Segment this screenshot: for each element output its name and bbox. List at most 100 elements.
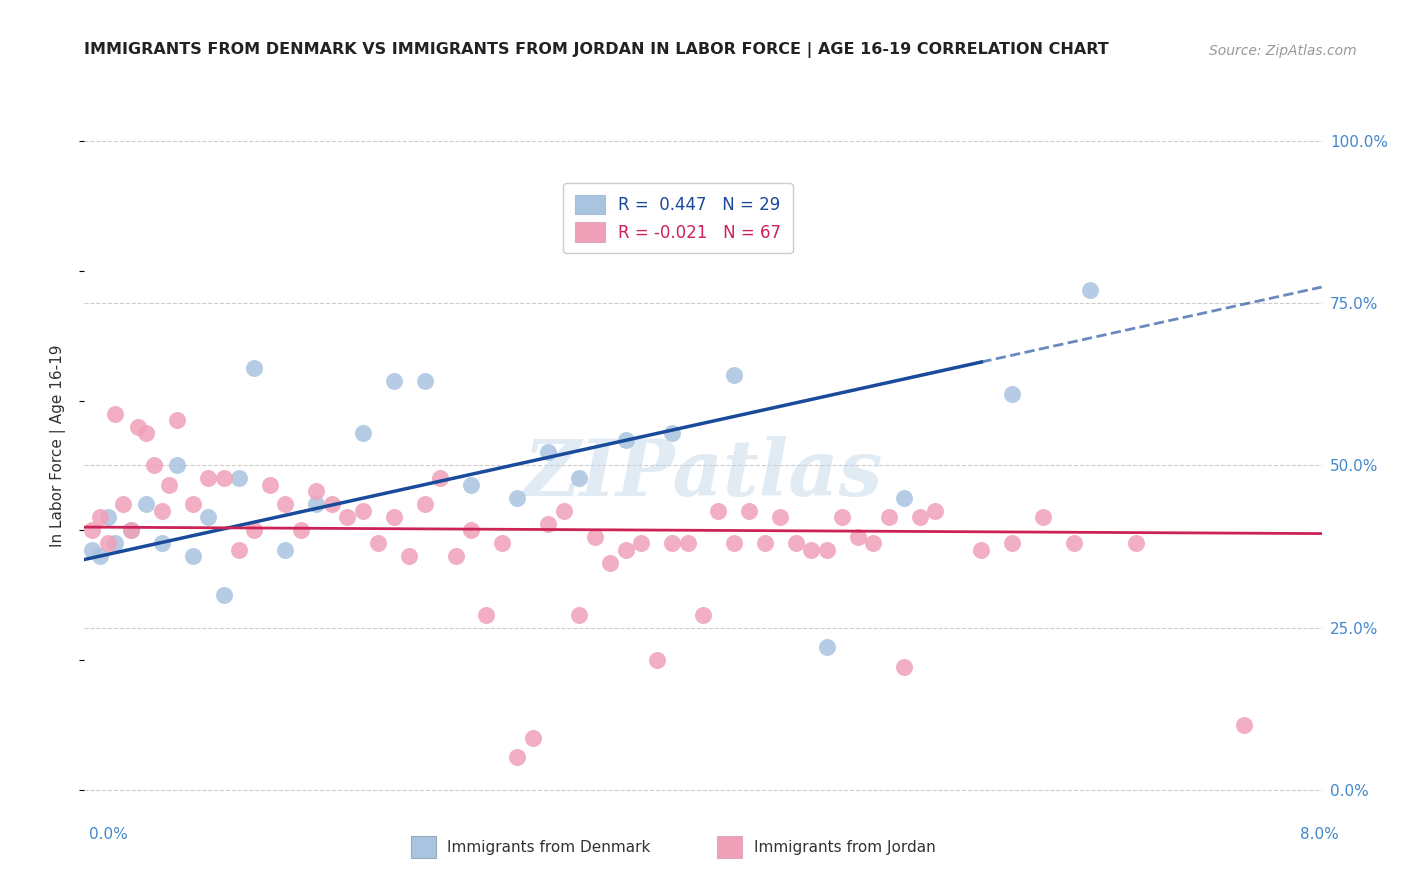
Point bbox=[352, 425, 374, 440]
Point bbox=[661, 536, 683, 550]
Point bbox=[290, 524, 312, 538]
Point bbox=[862, 536, 884, 550]
Point bbox=[212, 588, 235, 602]
Text: Immigrants from Jordan: Immigrants from Jordan bbox=[754, 840, 935, 855]
Point bbox=[367, 536, 389, 550]
Point bbox=[1063, 536, 1085, 550]
Point bbox=[120, 524, 142, 538]
Point bbox=[104, 407, 127, 421]
Point bbox=[537, 445, 560, 459]
Point bbox=[305, 497, 328, 511]
Point bbox=[491, 536, 513, 550]
Point bbox=[382, 374, 405, 388]
Point bbox=[274, 542, 297, 557]
Point bbox=[506, 750, 529, 764]
Point bbox=[228, 542, 250, 557]
Point bbox=[150, 536, 173, 550]
Point bbox=[82, 524, 104, 538]
Point bbox=[553, 504, 575, 518]
Point bbox=[1032, 510, 1054, 524]
Point bbox=[614, 433, 637, 447]
Point bbox=[305, 484, 328, 499]
Point bbox=[815, 542, 838, 557]
Point bbox=[150, 504, 173, 518]
Point bbox=[336, 510, 359, 524]
Point bbox=[924, 504, 946, 518]
Point bbox=[630, 536, 652, 550]
Point bbox=[143, 458, 166, 473]
Point bbox=[769, 510, 792, 524]
Point bbox=[89, 549, 111, 564]
Point bbox=[181, 497, 204, 511]
Point bbox=[645, 653, 668, 667]
Point bbox=[568, 607, 591, 622]
Legend: R =  0.447   N = 29, R = -0.021   N = 67: R = 0.447 N = 29, R = -0.021 N = 67 bbox=[562, 183, 793, 253]
Point bbox=[212, 471, 235, 485]
Point bbox=[166, 458, 188, 473]
Point bbox=[614, 542, 637, 557]
Y-axis label: In Labor Force | Age 16-19: In Labor Force | Age 16-19 bbox=[49, 344, 66, 548]
Point bbox=[135, 425, 157, 440]
Point bbox=[460, 478, 482, 492]
Point bbox=[831, 510, 853, 524]
Point bbox=[460, 524, 482, 538]
Point bbox=[274, 497, 297, 511]
Point bbox=[1125, 536, 1147, 550]
Point bbox=[120, 524, 142, 538]
Point bbox=[413, 374, 436, 388]
Point bbox=[908, 510, 931, 524]
Point bbox=[877, 510, 900, 524]
Point bbox=[135, 497, 157, 511]
Point bbox=[846, 530, 869, 544]
Point bbox=[506, 491, 529, 505]
Point bbox=[104, 536, 127, 550]
Point bbox=[707, 504, 730, 518]
Point bbox=[583, 530, 606, 544]
Point bbox=[228, 471, 250, 485]
Point bbox=[723, 536, 745, 550]
Point bbox=[197, 471, 219, 485]
Point bbox=[893, 491, 915, 505]
Text: Immigrants from Denmark: Immigrants from Denmark bbox=[447, 840, 651, 855]
Point bbox=[1001, 536, 1024, 550]
Point bbox=[243, 361, 266, 376]
Point bbox=[321, 497, 343, 511]
Point bbox=[82, 542, 104, 557]
Point bbox=[522, 731, 544, 745]
Point bbox=[692, 607, 714, 622]
Text: ZIPatlas: ZIPatlas bbox=[523, 436, 883, 513]
Point bbox=[785, 536, 807, 550]
Point bbox=[112, 497, 135, 511]
Point bbox=[661, 425, 683, 440]
Text: Source: ZipAtlas.com: Source: ZipAtlas.com bbox=[1209, 44, 1357, 58]
Point bbox=[1078, 283, 1101, 297]
Point bbox=[128, 419, 150, 434]
Point bbox=[568, 471, 591, 485]
Point bbox=[444, 549, 467, 564]
Point bbox=[398, 549, 420, 564]
Point bbox=[259, 478, 281, 492]
Point bbox=[429, 471, 451, 485]
Point bbox=[382, 510, 405, 524]
Point bbox=[181, 549, 204, 564]
Point bbox=[197, 510, 219, 524]
Point bbox=[754, 536, 776, 550]
Point bbox=[723, 368, 745, 382]
Point bbox=[413, 497, 436, 511]
Text: 0.0%: 0.0% bbox=[89, 827, 128, 842]
Point bbox=[475, 607, 498, 622]
Point bbox=[166, 413, 188, 427]
Point bbox=[243, 524, 266, 538]
Point bbox=[1233, 718, 1256, 732]
Point bbox=[800, 542, 823, 557]
Text: 8.0%: 8.0% bbox=[1299, 827, 1339, 842]
Point bbox=[676, 536, 699, 550]
Point bbox=[599, 556, 621, 570]
Point bbox=[1001, 387, 1024, 401]
Point bbox=[89, 510, 111, 524]
Point bbox=[537, 516, 560, 531]
Point bbox=[96, 510, 120, 524]
Point bbox=[159, 478, 180, 492]
Text: IMMIGRANTS FROM DENMARK VS IMMIGRANTS FROM JORDAN IN LABOR FORCE | AGE 16-19 COR: IMMIGRANTS FROM DENMARK VS IMMIGRANTS FR… bbox=[84, 42, 1109, 58]
Point bbox=[738, 504, 761, 518]
